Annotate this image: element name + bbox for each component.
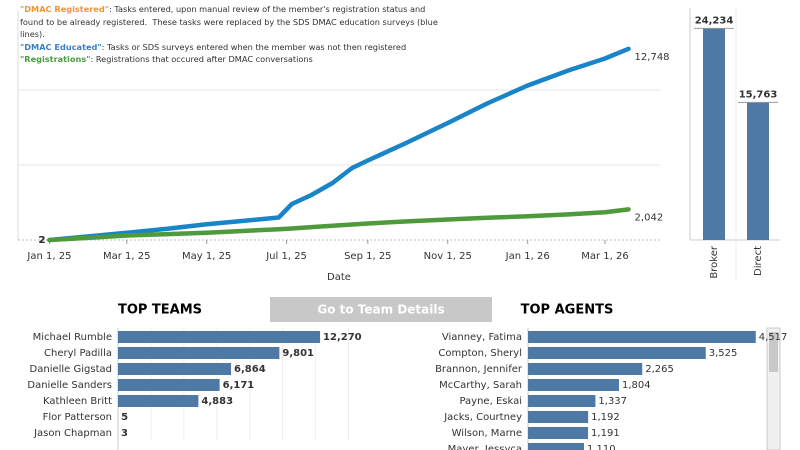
data-label: 4,883 xyxy=(201,396,233,407)
note: "Registrations": Registrations that occu… xyxy=(20,53,440,66)
series-line xyxy=(47,207,631,243)
data-label: 6,171 xyxy=(223,380,255,391)
bar xyxy=(747,102,769,240)
y-tick-label: Kathleen Britt xyxy=(43,396,112,407)
x-tick-label: Jul 1, 25 xyxy=(265,251,307,262)
y-tick-label: Danielle Sanders xyxy=(27,380,112,391)
bar xyxy=(528,411,589,423)
bar xyxy=(118,363,232,375)
data-label: 4,517 xyxy=(759,332,788,343)
note: "DMAC Educated": Tasks or SDS surveys en… xyxy=(20,41,440,54)
y-tick-label: Brannon, Jennifer xyxy=(435,364,523,375)
data-label: 1,337 xyxy=(598,396,627,407)
data-label: 5 xyxy=(121,412,128,423)
bar xyxy=(528,347,706,359)
data-label: 6,864 xyxy=(234,364,266,375)
y-tick-label: Flor Patterson xyxy=(43,412,112,423)
chart-title: TOP TEAMS xyxy=(118,303,202,318)
x-tick-label: Sep 1, 25 xyxy=(344,251,391,262)
note-text: : Tasks entered, upon manual review of t… xyxy=(20,4,441,39)
data-label: 15,763 xyxy=(739,89,778,100)
data-label: 3 xyxy=(121,428,128,439)
bar xyxy=(118,379,220,391)
data-label: 2,042 xyxy=(635,212,664,223)
scrollbar-thumb[interactable] xyxy=(769,332,778,372)
chart-title: TOP AGENTS xyxy=(521,303,614,318)
y-tick-label: Michael Rumble xyxy=(33,332,112,343)
y-tick-label: Cheryl Padilla xyxy=(44,348,112,359)
series-line xyxy=(47,46,631,243)
note-text: : Registrations that occured after DMAC … xyxy=(90,54,313,64)
data-label: 2 xyxy=(38,235,45,246)
data-label: 2 xyxy=(38,235,45,246)
x-tick-label: Mar 1, 25 xyxy=(103,251,151,262)
y-tick-label: Jason Chapman xyxy=(33,428,112,439)
bar xyxy=(528,395,596,407)
x-tick-label: Jan 1, 25 xyxy=(26,251,71,262)
data-label: 12,270 xyxy=(323,332,362,343)
bar xyxy=(528,443,584,450)
data-label: 9,801 xyxy=(282,348,314,359)
note: "DMAC Registered": Tasks entered, upon m… xyxy=(20,3,440,41)
x-tick-label: May 1, 25 xyxy=(182,251,231,262)
y-tick-label: Payne, Eskai xyxy=(459,396,522,407)
data-label: 2,265 xyxy=(645,364,674,375)
button-label[interactable]: Go to Team Details xyxy=(317,303,444,317)
bar xyxy=(528,427,589,439)
data-label: 3,525 xyxy=(709,348,738,359)
x-tick-label: Jan 1, 26 xyxy=(505,251,550,262)
x-tick-label: Mar 1, 26 xyxy=(581,251,629,262)
bar xyxy=(118,331,321,343)
bar xyxy=(528,379,619,391)
y-tick-label: Compton, Sheryl xyxy=(438,348,522,359)
y-tick-label: McCarthy, Sarah xyxy=(439,380,522,391)
note-text: : Tasks or SDS surveys entered when the … xyxy=(101,41,407,52)
data-label: 1,804 xyxy=(622,380,651,391)
y-tick-label: Mayer, Jessyca xyxy=(448,444,522,450)
y-tick-label: Danielle Gigstad xyxy=(30,364,112,375)
notes: "DMAC Registered": Tasks entered, upon m… xyxy=(20,3,440,66)
x-axis-title: Date xyxy=(327,272,351,283)
data-label: 24,234 xyxy=(695,15,734,26)
x-tick-label: Direct xyxy=(753,246,764,276)
team-details-button[interactable] xyxy=(270,297,492,322)
data-label: 1,110 xyxy=(587,444,616,450)
bar xyxy=(528,363,643,375)
note-term: "Registrations" xyxy=(20,54,91,64)
bar xyxy=(528,331,756,343)
bar xyxy=(703,28,725,241)
bar xyxy=(118,347,280,359)
bar xyxy=(118,395,199,407)
data-label: 1,191 xyxy=(591,428,620,439)
y-tick-label: Vianney, Fatima xyxy=(442,332,522,343)
x-tick-label: Nov 1, 25 xyxy=(424,251,472,262)
note-term: "DMAC Registered" xyxy=(20,4,109,14)
y-tick-label: Jacks, Courtney xyxy=(443,412,522,423)
note-term: "DMAC Educated" xyxy=(20,41,102,52)
data-label: 12,748 xyxy=(635,52,670,63)
data-label: 1,192 xyxy=(591,412,620,423)
y-tick-label: Wilson, Marne xyxy=(452,428,522,439)
x-tick-label: Broker xyxy=(709,245,720,278)
